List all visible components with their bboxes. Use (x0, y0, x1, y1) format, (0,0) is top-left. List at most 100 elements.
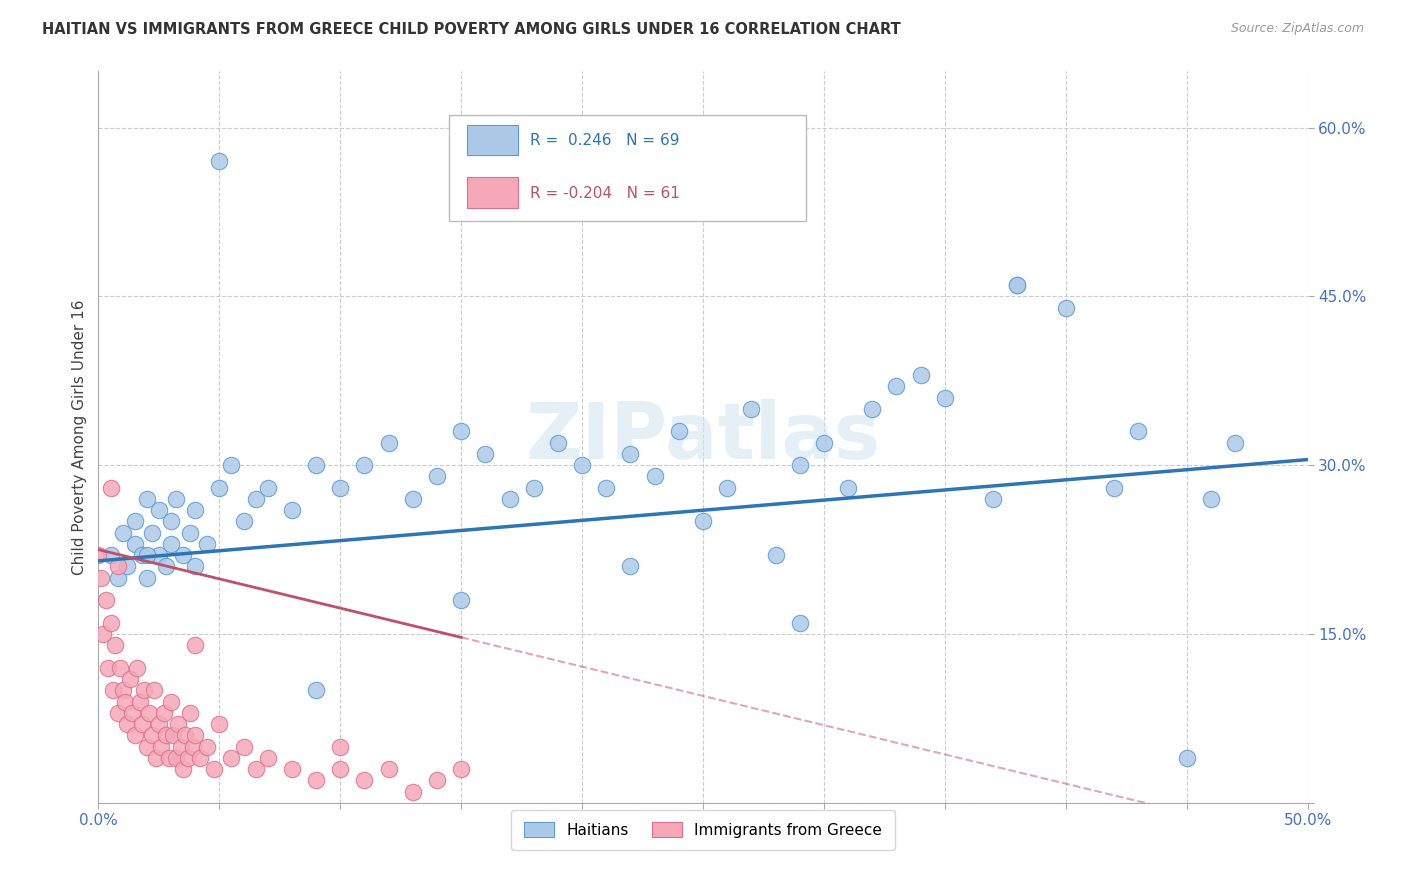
Point (97, 661, 120, 675)
Point (353, 458, 375, 473)
Point (141, 728, 163, 742)
Point (184, 728, 207, 742)
Point (118, 672, 141, 686)
Point (377, 762, 399, 776)
Point (134, 683, 156, 698)
Point (353, 773, 375, 788)
Point (160, 515, 183, 529)
Point (619, 447, 641, 461)
Point (172, 762, 194, 776)
FancyBboxPatch shape (467, 125, 517, 155)
Point (148, 717, 170, 731)
Point (157, 751, 180, 765)
Point (167, 717, 190, 731)
Text: R = -0.204   N = 61: R = -0.204 N = 61 (530, 186, 681, 201)
Point (111, 683, 134, 698)
Point (1199, 491, 1222, 506)
Point (498, 491, 520, 506)
Point (402, 784, 425, 798)
Point (547, 435, 569, 450)
Point (181, 739, 204, 754)
Point (619, 559, 641, 574)
Point (94, 593, 117, 607)
Point (245, 762, 267, 776)
Point (195, 537, 218, 551)
Point (1054, 301, 1077, 315)
Point (124, 515, 146, 529)
Point (135, 739, 157, 754)
Legend: Haitians, Immigrants from Greece: Haitians, Immigrants from Greece (512, 810, 894, 850)
Point (981, 491, 1004, 506)
Point (101, 683, 124, 698)
Point (135, 571, 157, 585)
Point (90, 571, 112, 585)
Point (131, 548, 153, 562)
Point (150, 739, 173, 754)
Point (184, 638, 207, 652)
Point (162, 728, 184, 742)
Point (232, 739, 254, 754)
Point (124, 728, 146, 742)
Point (329, 481, 352, 495)
Point (450, 593, 472, 607)
Point (692, 515, 714, 529)
Point (765, 548, 787, 562)
Y-axis label: Child Poverty Among Girls Under 16: Child Poverty Among Girls Under 16 (72, 300, 87, 574)
Point (155, 559, 177, 574)
Point (305, 683, 328, 698)
Point (450, 425, 472, 439)
Point (474, 447, 496, 461)
Point (172, 548, 194, 562)
Point (281, 503, 304, 517)
Point (934, 391, 956, 405)
Point (155, 728, 177, 742)
Point (128, 694, 150, 708)
Point (160, 537, 183, 551)
Point (87, 548, 110, 562)
Point (245, 491, 267, 506)
Point (117, 717, 139, 731)
Point (184, 559, 207, 574)
Point (135, 548, 157, 562)
Point (910, 368, 932, 383)
Point (305, 773, 328, 788)
Point (169, 739, 191, 754)
Point (221, 751, 243, 765)
Point (111, 525, 134, 540)
Text: R =  0.246   N = 69: R = 0.246 N = 69 (530, 133, 679, 148)
FancyBboxPatch shape (449, 115, 806, 221)
Point (426, 469, 449, 483)
Point (174, 728, 197, 742)
Point (107, 571, 129, 585)
Point (329, 762, 352, 776)
Point (523, 481, 546, 495)
Point (426, 773, 449, 788)
Point (91, 627, 114, 641)
Point (177, 751, 200, 765)
Point (195, 739, 218, 754)
Point (860, 401, 883, 416)
Point (107, 706, 129, 720)
Point (281, 762, 304, 776)
Point (716, 481, 738, 495)
Point (208, 481, 231, 495)
Point (305, 458, 328, 473)
Point (100, 615, 122, 630)
Text: ZIPatlas: ZIPatlas (526, 399, 880, 475)
Point (1102, 481, 1125, 495)
Point (165, 491, 187, 506)
Point (256, 481, 278, 495)
Point (595, 481, 617, 495)
Point (143, 683, 166, 698)
Point (100, 481, 122, 495)
Point (232, 515, 254, 529)
Point (450, 762, 472, 776)
Point (127, 661, 149, 675)
Point (1007, 278, 1029, 293)
Point (135, 491, 157, 506)
Point (668, 425, 690, 439)
Point (184, 503, 207, 517)
Point (117, 559, 139, 574)
Point (221, 458, 243, 473)
Point (1223, 435, 1246, 450)
